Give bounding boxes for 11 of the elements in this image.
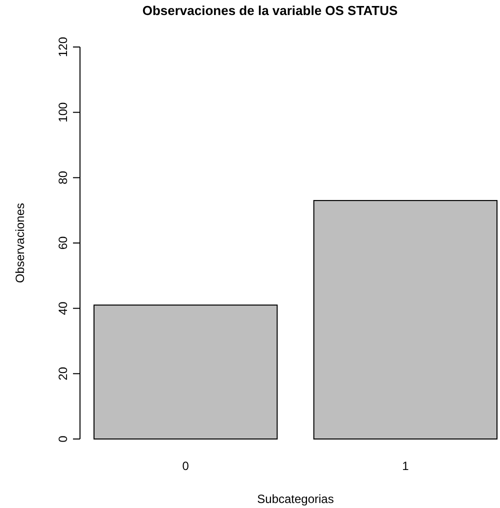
y-tick-label: 40 [56,301,70,316]
y-tick-label: 80 [56,170,70,184]
y-tick-label: 0 [56,435,70,442]
y-tick-label: 100 [56,102,70,122]
y-axis-title: Observaciones [13,202,27,284]
chart-title: Observaciones de la variable OS STATUS [142,3,398,18]
y-tick-label: 20 [56,366,70,380]
y-tick-label: 60 [56,236,70,250]
x-axis-title: Subcategorias [257,492,334,506]
x-tick-label: 1 [402,459,410,473]
y-tick-label: 120 [56,36,70,58]
